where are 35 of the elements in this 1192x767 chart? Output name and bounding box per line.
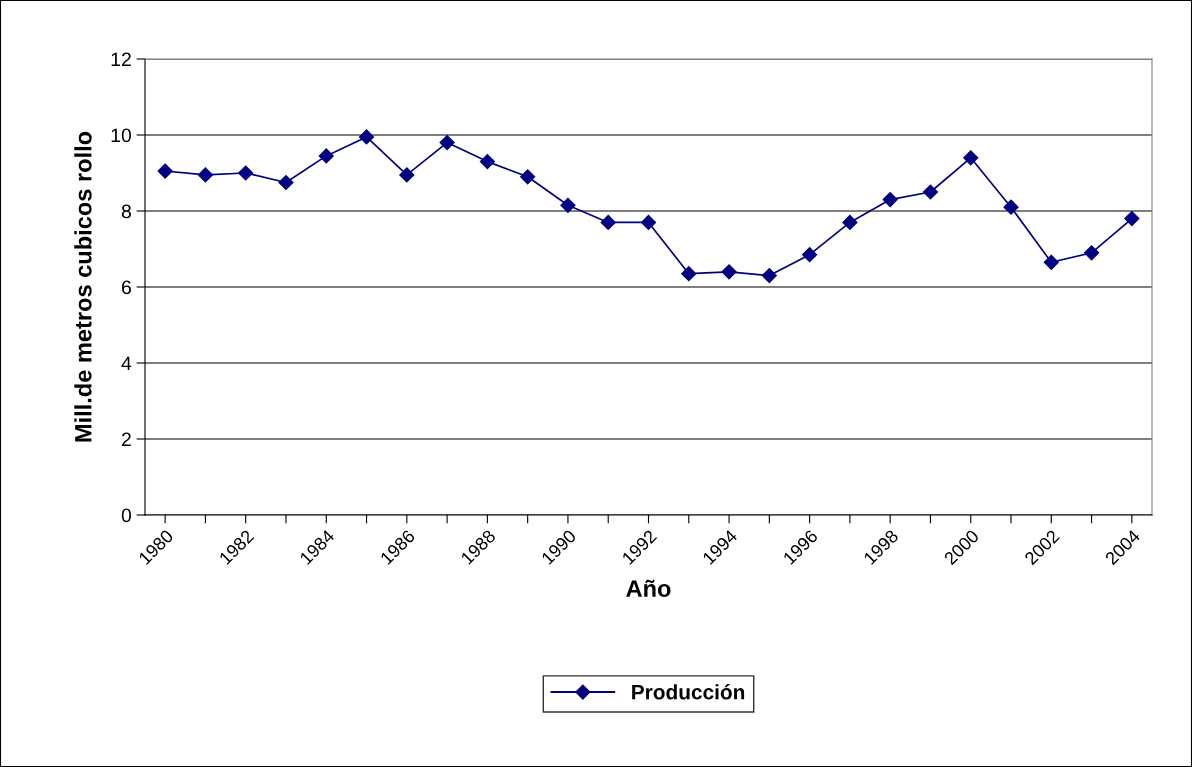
point: [278, 174, 294, 191]
point: [721, 264, 737, 280]
y-axis-title: Mill.de metros cubicos rollo: [74, 131, 92, 442]
y-tick-label: 2: [121, 432, 131, 447]
point: [640, 214, 657, 230]
point: [1043, 254, 1059, 270]
point: [761, 268, 777, 284]
point: [439, 135, 455, 151]
point: [157, 163, 173, 179]
point: [479, 154, 495, 170]
point: [1003, 199, 1019, 215]
point: [197, 167, 213, 183]
point: [318, 148, 334, 164]
point: [882, 192, 898, 208]
point: [560, 197, 576, 213]
y-tick-label: 12: [111, 52, 131, 67]
point: [1084, 245, 1100, 261]
y-tick-label: 6: [121, 280, 131, 295]
y-tick-label: 0: [121, 508, 132, 523]
point: [922, 184, 939, 200]
point: [842, 214, 858, 230]
point: [1124, 211, 1140, 227]
x-axis-title: Año: [626, 579, 671, 597]
point: [681, 266, 697, 282]
point: [963, 150, 979, 166]
point: [358, 129, 375, 145]
point: [520, 169, 536, 185]
y-tick-label: 4: [121, 356, 132, 371]
y-tick-label: 10: [111, 128, 132, 143]
legend-label: Producción: [632, 684, 745, 700]
point: [802, 247, 818, 263]
y-tick-label: 8: [121, 204, 131, 219]
point: [238, 165, 254, 181]
point: [600, 214, 616, 230]
point: [399, 167, 415, 183]
